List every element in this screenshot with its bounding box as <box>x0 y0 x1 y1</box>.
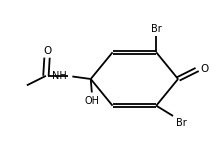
Text: NH: NH <box>52 70 67 81</box>
Text: O: O <box>200 64 209 74</box>
Text: OH: OH <box>84 96 99 106</box>
Text: Br: Br <box>177 118 187 128</box>
Text: Br: Br <box>151 24 162 34</box>
Text: O: O <box>43 46 51 56</box>
